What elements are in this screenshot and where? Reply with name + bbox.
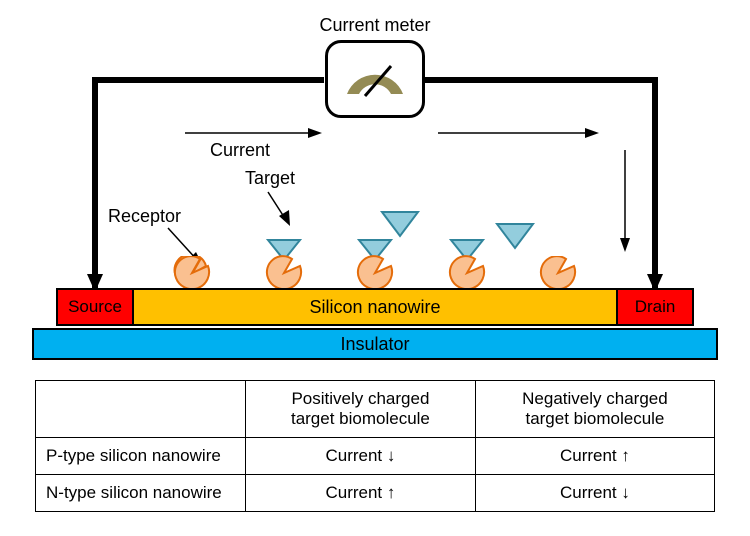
table-cell: Current ↓	[246, 438, 476, 475]
table-header-row: Positively charged target biomolecule Ne…	[36, 381, 715, 438]
drain-electrode: Drain	[616, 288, 694, 326]
table-cell: N-type silicon nanowire	[36, 475, 246, 512]
behavior-table: Positively charged target biomolecule Ne…	[35, 380, 715, 512]
receptor-icon	[536, 256, 580, 288]
receptor-label: Receptor	[108, 206, 181, 227]
target-icon	[495, 222, 535, 252]
table-cell: Positively charged target biomolecule	[246, 381, 476, 438]
device-layer: Source Silicon nanowire Drain	[56, 288, 694, 326]
table-cell: Current ↓	[475, 475, 714, 512]
current-meter	[325, 40, 425, 118]
current-label: Current	[210, 140, 270, 161]
receptor-with-target	[445, 238, 489, 288]
target-icon	[380, 210, 420, 240]
receptor-with-target	[262, 238, 306, 288]
source-electrode: Source	[56, 288, 134, 326]
table-cell: P-type silicon nanowire	[36, 438, 246, 475]
insulator-layer: Insulator	[32, 328, 718, 360]
table-cell: Current ↑	[475, 438, 714, 475]
table-cell: Current ↑	[246, 475, 476, 512]
diagram: Current meter Current T	[20, 20, 730, 360]
receptor-with-target	[353, 238, 397, 288]
table-row: N-type silicon nanowire Current ↑ Curren…	[36, 475, 715, 512]
silicon-nanowire: Silicon nanowire	[134, 288, 616, 326]
receptor-icon	[170, 256, 214, 288]
table-cell	[36, 381, 246, 438]
meter-gauge-icon	[335, 54, 415, 104]
target-label: Target	[245, 168, 295, 189]
table-cell: Negatively charged target biomolecule	[475, 381, 714, 438]
table-row: P-type silicon nanowire Current ↓ Curren…	[36, 438, 715, 475]
receptor-row	[170, 258, 580, 288]
